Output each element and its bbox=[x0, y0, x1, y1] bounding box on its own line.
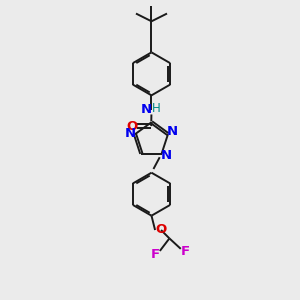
Text: O: O bbox=[126, 120, 137, 133]
Text: N: N bbox=[125, 127, 136, 140]
Text: O: O bbox=[155, 223, 166, 236]
Text: N: N bbox=[160, 149, 171, 162]
Text: F: F bbox=[151, 248, 160, 261]
Text: N: N bbox=[167, 125, 178, 138]
Text: H: H bbox=[152, 102, 161, 115]
Text: F: F bbox=[181, 245, 190, 258]
Text: N: N bbox=[141, 103, 152, 116]
